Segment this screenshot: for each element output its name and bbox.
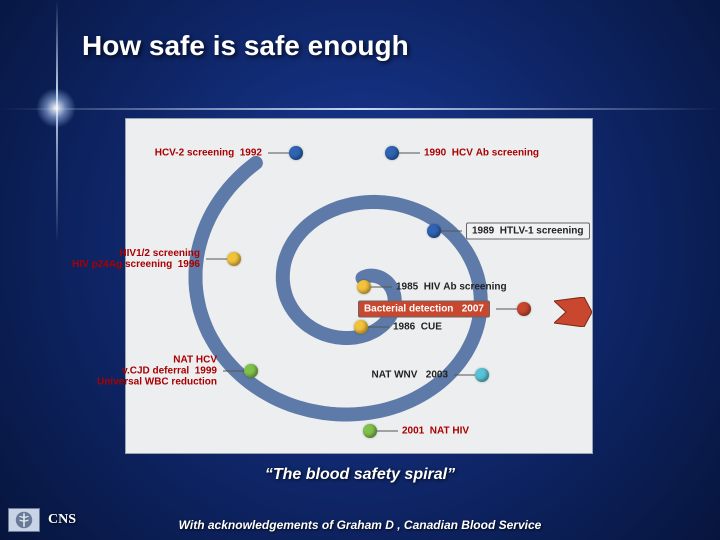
timeline-node [427,224,441,238]
timeline-label: 1990 HCV Ab screening [424,148,539,159]
flare-horizontal [0,108,720,110]
timeline-label: 1989 HTLV-1 screening [466,223,590,240]
flare-vertical [56,0,58,540]
footer-credit: With acknowledgements of Graham D , Cana… [0,518,720,532]
spiral-chart: 1985 HIV Ab screening 1986 CUE 1989 HTLV-1… [125,118,593,454]
timeline-label: HIV1/2 screeningHIV p24Ag screening 1996 [72,248,200,270]
timeline-node [363,424,377,438]
timeline-node [244,364,258,378]
timeline-node [517,302,531,316]
timeline-label: Bacterial detection 2007 [358,301,490,318]
timeline-node [357,280,371,294]
timeline-node [289,146,303,160]
chart-caption: “The blood safety spiral” [0,466,720,484]
timeline-label: NAT WNV 2003 [372,370,449,381]
timeline-node [227,252,241,266]
timeline-node [354,320,368,334]
timeline-label: NAT HCVv.CJD deferral 1999Universal WBC … [97,355,217,388]
timeline-label: HCV-2 screening 1992 [155,148,262,159]
timeline-node [385,146,399,160]
timeline-node [475,368,489,382]
flare-core [36,88,76,128]
timeline-label: 2001 NAT HIV [402,426,469,437]
timeline-label: 1986 CUE [393,322,442,333]
timeline-label: 1985 HIV Ab screening [396,282,507,293]
slide-title: How safe is safe enough [82,30,409,62]
